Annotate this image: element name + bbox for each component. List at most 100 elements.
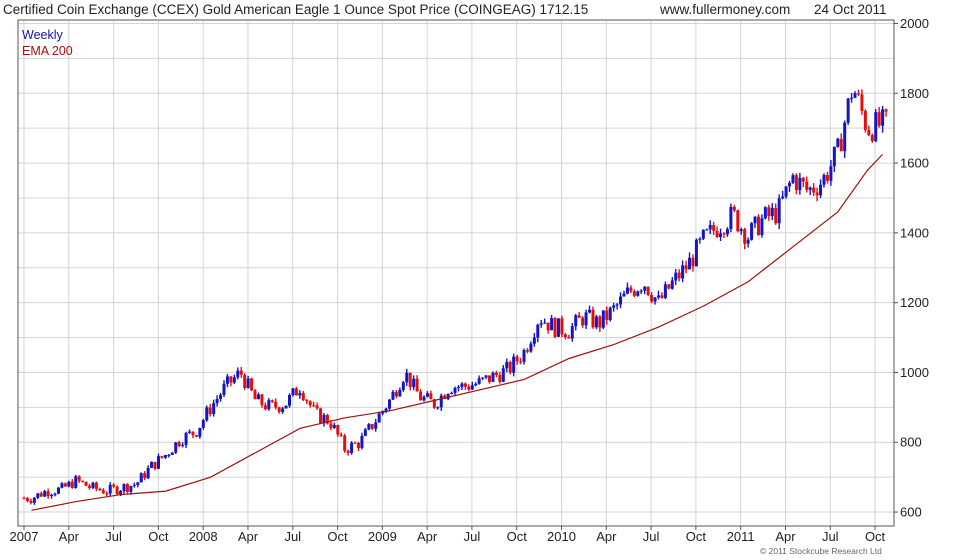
weekly-bar-body — [577, 315, 581, 318]
weekly-bar-body — [212, 403, 216, 415]
weekly-bar-body — [22, 498, 26, 500]
weekly-bar-body — [753, 216, 757, 224]
weekly-bar-body — [122, 484, 126, 492]
weekly-bar-body — [339, 434, 343, 436]
weekly-bar-body — [391, 391, 395, 400]
weekly-bar-body — [167, 454, 171, 456]
x-tick-label: Jul — [464, 529, 481, 544]
y-tick-label: 1000 — [900, 365, 929, 380]
weekly-bar-body — [563, 334, 567, 338]
weekly-bar-body — [25, 498, 29, 501]
x-tick-label: Apr — [238, 529, 259, 544]
weekly-bar-body — [43, 491, 47, 497]
weekly-bar-body — [874, 112, 878, 141]
weekly-bar-body — [660, 295, 664, 298]
weekly-bar-body — [456, 387, 460, 389]
y-tick-label: 2000 — [900, 16, 929, 31]
weekly-bar-body — [722, 233, 726, 235]
weekly-bar-body — [208, 407, 212, 415]
x-tick-label: Jul — [105, 529, 122, 544]
weekly-bar-body — [591, 309, 595, 328]
weekly-bar-body — [332, 425, 336, 428]
weekly-bar-body — [839, 138, 843, 152]
weekly-bar-body — [39, 493, 43, 497]
weekly-bar-body — [712, 225, 716, 231]
weekly-bar-body — [791, 175, 795, 183]
weekly-bar-body — [843, 122, 847, 152]
weekly-bar-body — [594, 316, 598, 328]
weekly-bar-body — [81, 480, 85, 482]
weekly-bar-body — [681, 265, 685, 279]
weekly-bar-body — [236, 370, 240, 378]
weekly-bar-body — [388, 399, 392, 409]
weekly-bar-body — [677, 272, 681, 279]
weekly-bar-body — [715, 230, 719, 238]
weekly-bar-body — [139, 473, 143, 483]
weekly-bar-body — [694, 239, 698, 267]
weekly-bar-body — [284, 405, 288, 409]
weekly-bar-body — [353, 442, 357, 444]
weekly-bar-body — [867, 129, 871, 136]
x-tick-label: Oct — [507, 529, 528, 544]
weekly-bar-body — [508, 361, 512, 373]
weekly-bar-body — [650, 295, 654, 302]
weekly-bar-body — [146, 467, 150, 479]
weekly-bar-body — [494, 372, 498, 376]
x-tick-label: Jul — [643, 529, 660, 544]
weekly-bar-body — [253, 390, 257, 400]
weekly-bar-body — [215, 398, 219, 404]
weekly-bar-body — [570, 326, 574, 339]
weekly-bar-body — [60, 483, 64, 488]
weekly-bar-body — [770, 207, 774, 216]
weekly-bar-body — [567, 337, 571, 339]
weekly-bar-body — [519, 361, 523, 363]
weekly-bar-body — [670, 280, 674, 289]
weekly-bar-body — [501, 368, 505, 382]
weekly-bar-body — [274, 401, 278, 408]
weekly-bar-body — [584, 312, 588, 326]
weekly-bar-body — [705, 229, 709, 231]
weekly-bar-body — [550, 318, 554, 331]
weekly-bar-body — [643, 286, 647, 291]
y-tick-label: 600 — [900, 505, 922, 520]
weekly-bar-body — [153, 461, 157, 469]
x-tick-label: 2010 — [547, 529, 576, 544]
weekly-bar-body — [560, 318, 564, 335]
weekly-bar-body — [88, 485, 92, 488]
weekly-bar-body — [543, 322, 547, 324]
y-tick-label: 1200 — [900, 295, 929, 310]
x-tick-label: Apr — [596, 529, 617, 544]
weekly-bar-body — [77, 476, 81, 481]
weekly-bar-body — [298, 393, 302, 396]
weekly-bar-body — [463, 383, 467, 387]
weekly-bar-body — [453, 387, 457, 393]
weekly-bar-body — [263, 405, 267, 410]
weekly-bar-body — [829, 166, 833, 181]
weekly-bar-body — [474, 383, 478, 386]
weekly-bar-body — [408, 372, 412, 388]
weekly-bar-body — [725, 229, 729, 235]
weekly-bar-body — [267, 400, 271, 410]
weekly-bar-body — [625, 287, 629, 294]
weekly-bar-body — [853, 93, 857, 98]
weekly-bar-body — [377, 413, 381, 423]
weekly-bar-body — [646, 286, 650, 296]
weekly-bar-body — [701, 229, 705, 239]
x-tick-label: Apr — [417, 529, 438, 544]
weekly-bar-body — [688, 257, 692, 270]
weekly-bar-body — [243, 374, 247, 388]
weekly-bar-body — [115, 486, 119, 495]
y-tick-label: 1800 — [900, 86, 929, 101]
weekly-bar-body — [63, 483, 67, 487]
weekly-bar-body — [94, 482, 98, 489]
x-tick-label: Apr — [59, 529, 80, 544]
weekly-bar-body — [556, 318, 560, 337]
weekly-bar-body — [412, 378, 416, 388]
weekly-bar-body — [877, 112, 881, 126]
weekly-bar-body — [370, 424, 374, 429]
weekly-bar-body — [532, 337, 536, 344]
weekly-bar-body — [760, 218, 764, 236]
weekly-bar-body — [305, 399, 309, 402]
source-url: www.fullermoney.com — [660, 2, 791, 17]
weekly-bar-body — [881, 109, 885, 126]
